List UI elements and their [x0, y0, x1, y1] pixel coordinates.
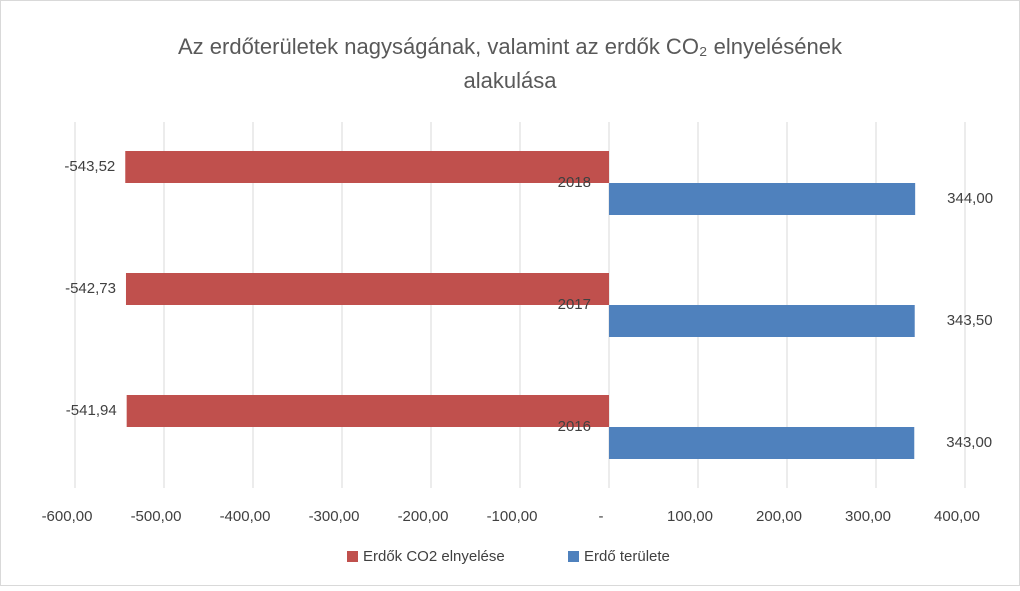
y-tick-label: 2017: [558, 296, 591, 313]
legend-label: Erdő területe: [584, 548, 670, 565]
y-tick-label: 2018: [558, 174, 591, 191]
chart-title: Az erdőterületek nagyságának, valamint a…: [178, 34, 843, 59]
value-label: 344,00: [947, 190, 993, 207]
bar: [609, 305, 915, 337]
bar: [609, 183, 916, 215]
y-tick-label: 2016: [558, 418, 591, 435]
legend-label: Erdők CO2 elnyelése: [363, 548, 505, 565]
bar: [126, 395, 609, 427]
x-tick-label: -500,00: [131, 508, 182, 525]
value-label: 343,50: [947, 312, 993, 329]
legend-swatch: [568, 551, 579, 562]
value-label: -543,52: [64, 158, 115, 175]
x-tick-label: 200,00: [756, 508, 802, 525]
x-tick-label: 100,00: [667, 508, 713, 525]
value-label: -541,94: [66, 402, 117, 419]
x-tick-label: -200,00: [398, 508, 449, 525]
chart-title: alakulása: [464, 68, 558, 93]
value-label: -542,73: [65, 280, 116, 297]
value-label: 343,00: [946, 434, 992, 451]
x-tick-label: -: [599, 508, 604, 525]
bar: [125, 273, 609, 305]
x-tick-label: 300,00: [845, 508, 891, 525]
bar: [609, 427, 915, 459]
x-tick-label: -600,00: [42, 508, 93, 525]
x-tick-label: 400,00: [934, 508, 980, 525]
legend-swatch: [347, 551, 358, 562]
x-tick-label: -400,00: [220, 508, 271, 525]
bar: [125, 151, 609, 183]
x-tick-label: -100,00: [487, 508, 538, 525]
x-tick-label: -300,00: [309, 508, 360, 525]
